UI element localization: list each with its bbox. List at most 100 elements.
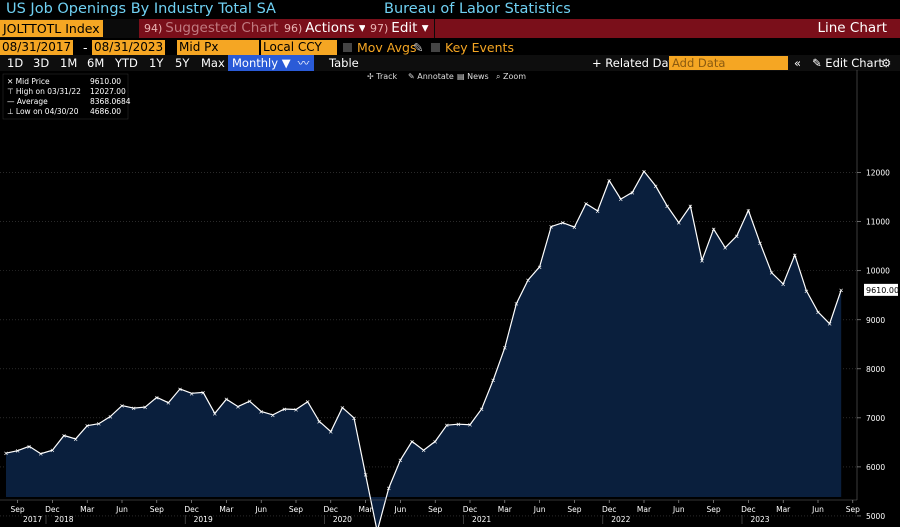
key-events-label: Key Events [445, 40, 514, 55]
data-point: ✕ [467, 422, 472, 429]
data-point: ✕ [734, 233, 739, 240]
x-month-label: Sep [707, 505, 721, 514]
data-point: ✕ [96, 421, 101, 428]
actions-menu-button[interactable]: 96) Actions ▾ [279, 19, 371, 38]
x-month-label: Mar [219, 505, 234, 514]
data-point: ✕ [328, 429, 333, 436]
legend-high: ⊤ High on 03/31/22 [7, 87, 81, 96]
data-point: ✕ [340, 405, 345, 412]
data-point: ✕ [525, 278, 530, 285]
x-month-label: Jun [672, 505, 685, 514]
x-month-label: Jun [811, 505, 824, 514]
end-date-field[interactable]: 08/31/2023 [92, 40, 166, 55]
mov-avgs-checkbox[interactable] [343, 43, 352, 52]
data-point: ✕ [839, 287, 844, 294]
data-point: ✕ [653, 183, 658, 190]
data-point: ✕ [595, 208, 600, 215]
chart-title: US Job Openings By Industry Total SA [6, 1, 276, 17]
range-3d-button[interactable]: 3D [33, 56, 50, 70]
range-1y-button[interactable]: 1Y [149, 56, 164, 70]
x-month-label: Sep [428, 505, 442, 514]
x-month-label: Jun [254, 505, 267, 514]
x-year-label: 2022 [611, 515, 630, 524]
related-data-button[interactable]: + Related Dat [592, 56, 674, 70]
data-point: ✕ [630, 190, 635, 197]
data-point: ✕ [73, 436, 78, 443]
data-source: Bureau of Labor Statistics [384, 1, 571, 17]
range-1d-button[interactable]: 1D [7, 56, 24, 70]
data-point: ✕ [607, 178, 612, 185]
last-value-label: 9610.00 [864, 283, 899, 296]
add-data-input[interactable]: Add Data [669, 56, 788, 70]
range-5y-button[interactable]: 5Y [175, 56, 190, 70]
data-point: ✕ [769, 270, 774, 277]
data-point: ✕ [827, 321, 832, 328]
command-bar: JOLTTOTL Index 94) Suggested Charts 96) Ac… [0, 19, 900, 38]
data-point: ✕ [688, 204, 693, 211]
x-month-label: Dec [463, 505, 478, 514]
data-point: ✕ [746, 208, 751, 215]
frequency-select[interactable]: Monthly ▼ [228, 55, 295, 71]
pencil-icon[interactable]: ✎ [413, 40, 424, 55]
data-point: ✕ [641, 169, 646, 176]
x-month-label: Dec [45, 505, 60, 514]
chart-toolbar: ✢ Track ✎ Annotate ▤ News ⌕ Zoom [367, 72, 526, 81]
y-tick-label: 12000 [866, 169, 890, 178]
range-1m-button[interactable]: 1M [60, 56, 78, 70]
x-year-label: 2017 [23, 515, 42, 524]
data-point: ✕ [386, 485, 391, 492]
data-point: ✕ [270, 412, 275, 419]
line-chart-icon[interactable]: 〰 [293, 55, 314, 71]
y-tick-label: 11000 [866, 218, 890, 227]
data-point: ✕ [537, 264, 542, 271]
legend-average: — Average [7, 97, 48, 106]
collapse-chevron-icon[interactable]: « [794, 56, 802, 70]
x-year-label: 2021 [472, 515, 491, 524]
title-bar: US Job Openings By Industry Total SA Bur… [0, 0, 900, 19]
key-events-checkbox[interactable] [431, 43, 440, 52]
x-month-label: Jun [115, 505, 128, 514]
track-tool[interactable]: ✢ Track [367, 72, 398, 81]
data-point: ✕ [560, 220, 565, 227]
price-line [5, 170, 842, 527]
range-max-button[interactable]: Max [201, 56, 225, 70]
price-field-select[interactable]: Mid Px [177, 40, 259, 55]
data-point: ✕ [119, 403, 124, 410]
news-tool[interactable]: ▤ News [457, 72, 489, 81]
range-ytd-button[interactable]: YTD [115, 56, 138, 70]
data-point: ✕ [792, 253, 797, 260]
x-month-label: Dec [324, 505, 339, 514]
annotate-tool[interactable]: ✎ Annotate [408, 72, 454, 81]
x-month-label: Dec [184, 505, 199, 514]
data-point: ✕ [502, 345, 507, 352]
x-month-label: Jun [533, 505, 546, 514]
data-point: ✕ [456, 422, 461, 429]
data-point: ✕ [282, 407, 287, 414]
y-tick-label: 10000 [866, 267, 890, 276]
data-point: ✕ [201, 390, 206, 397]
y-axis: 5000 6000 7000 8000 9000 10000 11000 12000 9610.… [856, 70, 899, 521]
legend-mid-price: ✕ Mid Price [7, 77, 50, 86]
edit-menu-button[interactable]: 97) Edit ▾ [365, 19, 434, 38]
x-year-label: 2023 [750, 515, 769, 524]
zoom-tool[interactable]: ⌕ Zoom [496, 72, 526, 81]
ticker-field[interactable]: JOLTTOTL Index [0, 20, 103, 37]
range-bar: 1D 3D 1M 6M YTD 1Y 5Y Max Monthly ▼ 〰 Ta… [0, 55, 900, 71]
data-point: ✕ [583, 201, 588, 208]
gear-icon[interactable]: ⚙ [881, 56, 892, 70]
suggested-charts-button[interactable]: 94) Suggested Charts [139, 19, 291, 38]
currency-select[interactable]: Local CCY [261, 40, 337, 55]
data-point: ✕ [61, 433, 66, 440]
start-date-field[interactable]: 08/31/2017 [0, 40, 74, 55]
data-point: ✕ [514, 301, 519, 308]
data-point: ✕ [85, 423, 90, 430]
data-point: ✕ [781, 281, 786, 288]
table-button[interactable]: Table [329, 56, 359, 70]
range-6m-button[interactable]: 6M [87, 56, 105, 70]
data-point: ✕ [235, 404, 240, 411]
edit-chart-button[interactable]: ✎ Edit Chart [812, 56, 883, 70]
line-chart[interactable]: ✕ ✕ ✕ ✕ ✕ ✕ ✕ ✕ ✕ ✕ ✕ ✕ ✕ ✕ ✕ ✕ ✕ ✕ ✕ ✕ ✕ ✕ ✕ ✕ ✕ ✕ ✕ ✕ ✕ ✕ ✕ ✕ ✕ ✕ ✕ ✕ ✕ ✕ ✕ ✕… [0, 70, 900, 527]
data-point: ✕ [131, 406, 136, 413]
x-month-label: Sep [289, 505, 303, 514]
legend-high-value: 12027.00 [90, 87, 126, 96]
